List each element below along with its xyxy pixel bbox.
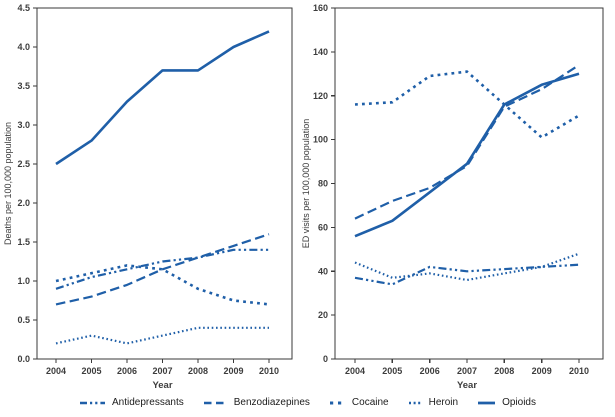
- y-tick-label: 3.0: [17, 120, 30, 130]
- y-axis-title: Deaths per 100,000 population: [3, 122, 13, 245]
- y-axis-title: ED visits per 100,000 population: [301, 119, 311, 249]
- x-tick-label: 2010: [569, 366, 589, 376]
- series-line-opioids: [354, 72, 580, 238]
- series-line-antidepressants: [55, 248, 269, 290]
- opioids-solid-line-icon: [478, 401, 496, 405]
- legend-label-heroin: Heroin: [428, 397, 459, 408]
- y-tick-label: 60: [318, 222, 328, 232]
- plot-frame: [36, 7, 293, 360]
- y-tick-label: 0: [323, 354, 328, 364]
- x-tick-label: 2010: [259, 366, 279, 376]
- legend-label-opioids: Opioids: [502, 397, 536, 408]
- x-axis-title: Year: [457, 380, 477, 391]
- legend-label-benzodiazepines: Benzodiazepines: [233, 397, 310, 408]
- legend-label-antidepressants: Antidepressants: [112, 397, 184, 408]
- x-tick-label: 2007: [457, 366, 477, 376]
- plot-ed-visits: 0 20 40 60 80 100 120 140 160 2004 2005 2006 2007 200…: [301, 3, 604, 391]
- legend-item-benzodiazepines: Benzodiazepines: [203, 398, 310, 408]
- y-tick-label: 140: [313, 47, 328, 57]
- y-tick-label: 20: [318, 310, 328, 320]
- x-tick-label: 2004: [345, 366, 365, 376]
- benzodiazepines-dashed-line-icon: [203, 401, 227, 405]
- chart-legend: Antidepressants Benzodiazepines Cocaine …: [0, 391, 615, 415]
- x-axis-title: Year: [152, 380, 172, 391]
- y-tick-label: 4.0: [17, 42, 30, 52]
- cocaine-square-dotted-line-icon: [329, 401, 345, 405]
- series-line-opioids: [55, 30, 270, 166]
- legend-item-cocaine: Cocaine: [329, 398, 389, 408]
- series-line-antidepressants: [354, 263, 580, 286]
- plot-frame: [334, 7, 604, 360]
- series-line-cocaine: [354, 70, 580, 139]
- y-tick-label: 4.5: [17, 3, 30, 13]
- x-tick-label: 2005: [382, 366, 402, 376]
- y-tick-label: 160: [313, 3, 328, 13]
- series-line-benzodiazepines: [354, 64, 580, 220]
- line-charts-canvas: 0.0 0.5 1.0 1.5 2.0 2.5 3.0 3.5 4.0 4.5 2004 2005 20…: [3, 3, 604, 391]
- legend-item-antidepressants: Antidepressants: [79, 398, 184, 408]
- y-tick-label: 40: [318, 266, 328, 276]
- x-tick-label: 2008: [494, 366, 514, 376]
- x-tick-label: 2009: [223, 366, 243, 376]
- y-tick-label: 2.0: [17, 198, 30, 208]
- x-tick-label: 2008: [188, 366, 208, 376]
- series-line-cocaine: [55, 264, 270, 306]
- y-tick-label: 1.5: [17, 237, 30, 247]
- y-tick-label: 2.5: [17, 159, 30, 169]
- y-tick-label: 3.5: [17, 81, 30, 91]
- series-line-heroin: [55, 326, 269, 345]
- series-line-benzodiazepines: [55, 233, 270, 306]
- antidepressants-dashdot-line-icon: [80, 401, 106, 405]
- y-tick-label: 80: [318, 179, 328, 189]
- y-tick-label: 100: [313, 135, 328, 145]
- x-tick-label: 2004: [46, 366, 66, 376]
- y-tick-label: 0.0: [17, 354, 30, 364]
- legend-label-cocaine: Cocaine: [351, 397, 389, 408]
- series-line-heroin: [354, 252, 580, 282]
- legend-item-heroin: Heroin: [408, 398, 458, 408]
- legend-item-opioids: Opioids: [477, 398, 536, 408]
- y-tick-label: 0.5: [17, 315, 30, 325]
- x-tick-label: 2006: [420, 366, 440, 376]
- x-tick-label: 2007: [152, 366, 172, 376]
- x-tick-label: 2009: [532, 366, 552, 376]
- x-tick-label: 2006: [117, 366, 137, 376]
- heroin-dotted-line-icon: [408, 401, 422, 405]
- x-tick-label: 2005: [81, 366, 101, 376]
- y-tick-label: 120: [313, 91, 328, 101]
- y-tick-label: 1.0: [17, 276, 30, 286]
- plot-deaths: 0.0 0.5 1.0 1.5 2.0 2.5 3.0 3.5 4.0 4.5 2004 2005 20…: [3, 3, 293, 391]
